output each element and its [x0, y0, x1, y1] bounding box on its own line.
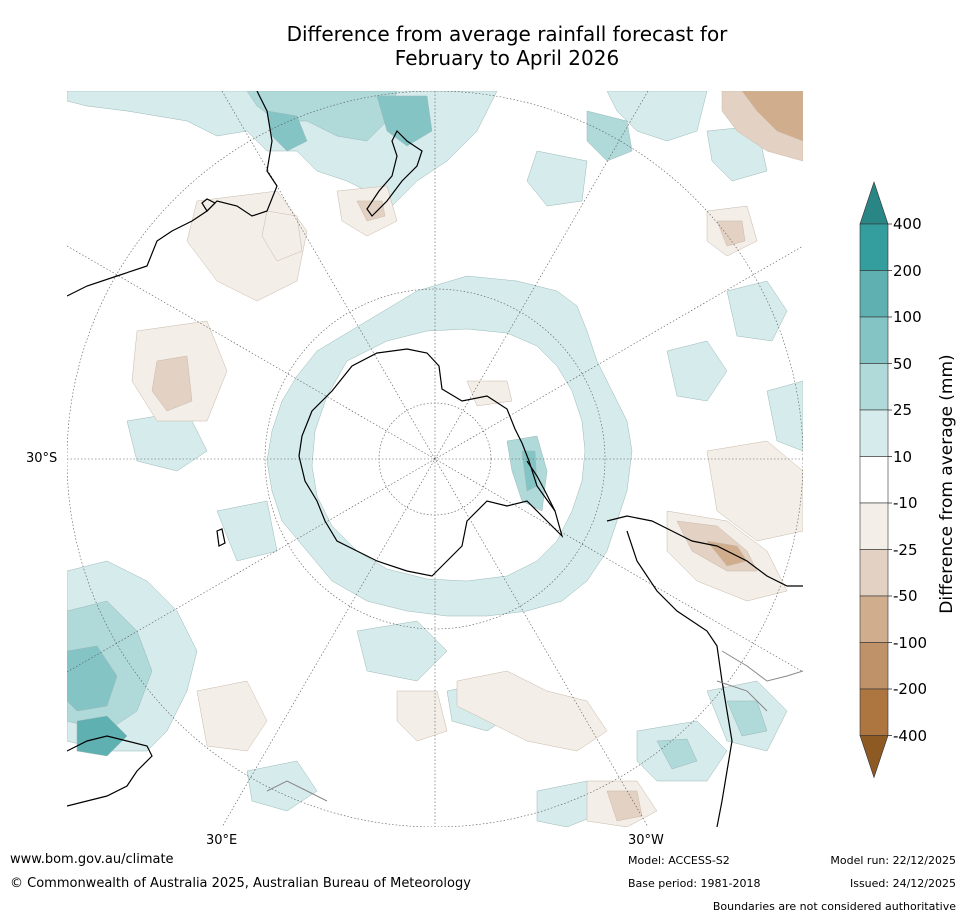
colorbar-bin-9 — [859, 595, 889, 643]
model-run-text: Model run: 22/12/2025 — [830, 854, 956, 867]
country-borders — [266, 650, 803, 802]
colorbar-tick-label: -10 — [893, 494, 918, 512]
colorbar-tick-label: 100 — [893, 308, 922, 326]
colorbar-svg — [859, 181, 892, 779]
map-svg — [67, 91, 803, 827]
coastlines — [67, 91, 803, 827]
dry-anomalies — [131, 91, 803, 827]
model-text: Model: ACCESS-S2 — [628, 854, 730, 867]
antarctica-coast — [298, 348, 564, 577]
longitude-label-30e: 30°E — [206, 833, 238, 848]
colorbar-bin-11 — [859, 688, 889, 736]
colorbar-bin-5 — [859, 409, 889, 457]
colorbar-tick-label: -200 — [893, 680, 928, 698]
title-line-1: Difference from average rainfall forecas… — [286, 22, 728, 46]
colorbar-tick-label: -100 — [893, 633, 928, 652]
madagascar-coast — [216, 528, 226, 547]
colorbar-tick-label: -25 — [893, 540, 918, 559]
australia-coast — [67, 91, 278, 297]
colorbar-bin-0 — [859, 181, 889, 225]
copyright-text: © Commonwealth of Australia 2025, Austra… — [10, 876, 471, 891]
colorbar-bin-3 — [859, 316, 889, 364]
title-line-2: February to April 2026 — [394, 46, 620, 70]
tasmania-coast — [201, 198, 217, 212]
new-zealand-coast — [366, 129, 423, 217]
south-america-coast — [606, 515, 803, 827]
wet-anomalies — [67, 91, 803, 827]
colorbar-bin-2 — [859, 270, 889, 318]
website-link[interactable]: www.bom.gov.au/climate — [10, 852, 174, 867]
colorbar: 400 200 100 50 25 10 -10 -25 -50 -100 -200 -400 — [855, 180, 965, 785]
colorbar-title: Difference from average (mm) — [937, 354, 957, 614]
rainfall-map — [67, 91, 803, 827]
africa-coast — [67, 735, 153, 807]
map-title: Difference from average rainfall forecas… — [0, 22, 965, 70]
graticule — [67, 91, 803, 827]
issued-text: Issued: 24/12/2025 — [849, 877, 956, 890]
colorbar-tick-label: 400 — [893, 215, 922, 233]
disclaimer-text: Boundaries are not considered authoritat… — [712, 900, 956, 913]
colorbar-tick-label: 10 — [893, 447, 913, 466]
colorbar-bin-8 — [859, 549, 889, 597]
colorbar-tick-label: 50 — [893, 354, 913, 373]
colorbar-bin-6 — [859, 456, 889, 504]
colorbar-tick-label: -50 — [893, 587, 918, 605]
antarctic-peninsula — [526, 460, 556, 512]
colorbar-bin-10 — [859, 642, 889, 690]
colorbar-bin-4 — [859, 363, 889, 411]
colorbar-bin-7 — [859, 502, 889, 550]
colorbar-tick-label: 200 — [893, 261, 922, 280]
colorbar-bin-12 — [859, 735, 889, 779]
base-period-text: Base period: 1981-2018 — [628, 877, 761, 890]
longitude-label-30w: 30°W — [628, 833, 664, 848]
colorbar-tick-label: 25 — [893, 401, 913, 419]
colorbar-tick-label: -400 — [893, 726, 928, 745]
latitude-label-30s: 30°S — [26, 451, 58, 466]
colorbar-bin-1 — [859, 223, 889, 271]
